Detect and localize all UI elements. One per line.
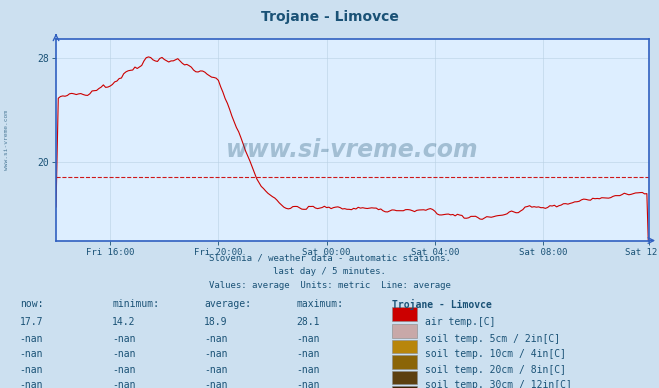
Text: -nan: -nan <box>297 334 320 344</box>
Text: maximum:: maximum: <box>297 299 343 309</box>
Text: Trojane - Limovce: Trojane - Limovce <box>392 299 492 310</box>
Text: soil temp. 10cm / 4in[C]: soil temp. 10cm / 4in[C] <box>425 349 566 359</box>
Bar <box>392 371 417 384</box>
Text: -nan: -nan <box>112 334 136 344</box>
Bar <box>392 307 417 321</box>
Text: -nan: -nan <box>297 365 320 375</box>
Text: -nan: -nan <box>204 349 228 359</box>
Text: -nan: -nan <box>204 334 228 344</box>
Text: 28.1: 28.1 <box>297 317 320 327</box>
Text: www.si-vreme.com: www.si-vreme.com <box>226 138 479 162</box>
Text: 18.9: 18.9 <box>204 317 228 327</box>
Text: -nan: -nan <box>204 380 228 388</box>
Text: -nan: -nan <box>297 349 320 359</box>
Text: www.si-vreme.com: www.si-vreme.com <box>4 110 9 170</box>
Text: -nan: -nan <box>112 365 136 375</box>
Text: soil temp. 5cm / 2in[C]: soil temp. 5cm / 2in[C] <box>425 334 560 344</box>
Bar <box>392 355 417 369</box>
Text: Values: average  Units: metric  Line: average: Values: average Units: metric Line: aver… <box>208 281 451 290</box>
Text: average:: average: <box>204 299 251 309</box>
Text: -nan: -nan <box>20 349 43 359</box>
Text: 17.7: 17.7 <box>20 317 43 327</box>
Text: -nan: -nan <box>20 365 43 375</box>
Text: -nan: -nan <box>297 380 320 388</box>
Text: soil temp. 20cm / 8in[C]: soil temp. 20cm / 8in[C] <box>425 365 566 375</box>
Text: 14.2: 14.2 <box>112 317 136 327</box>
Text: Slovenia / weather data - automatic stations.: Slovenia / weather data - automatic stat… <box>208 253 451 263</box>
Text: -nan: -nan <box>20 334 43 344</box>
Text: -nan: -nan <box>204 365 228 375</box>
Text: -nan: -nan <box>112 349 136 359</box>
Bar <box>392 386 417 388</box>
Text: -nan: -nan <box>20 380 43 388</box>
Text: now:: now: <box>20 299 43 309</box>
Text: minimum:: minimum: <box>112 299 159 309</box>
Text: Trojane - Limovce: Trojane - Limovce <box>260 10 399 24</box>
Text: last day / 5 minutes.: last day / 5 minutes. <box>273 267 386 276</box>
Bar <box>392 340 417 353</box>
Text: -nan: -nan <box>112 380 136 388</box>
Text: air temp.[C]: air temp.[C] <box>425 317 496 327</box>
Text: soil temp. 30cm / 12in[C]: soil temp. 30cm / 12in[C] <box>425 380 572 388</box>
Bar <box>392 324 417 338</box>
